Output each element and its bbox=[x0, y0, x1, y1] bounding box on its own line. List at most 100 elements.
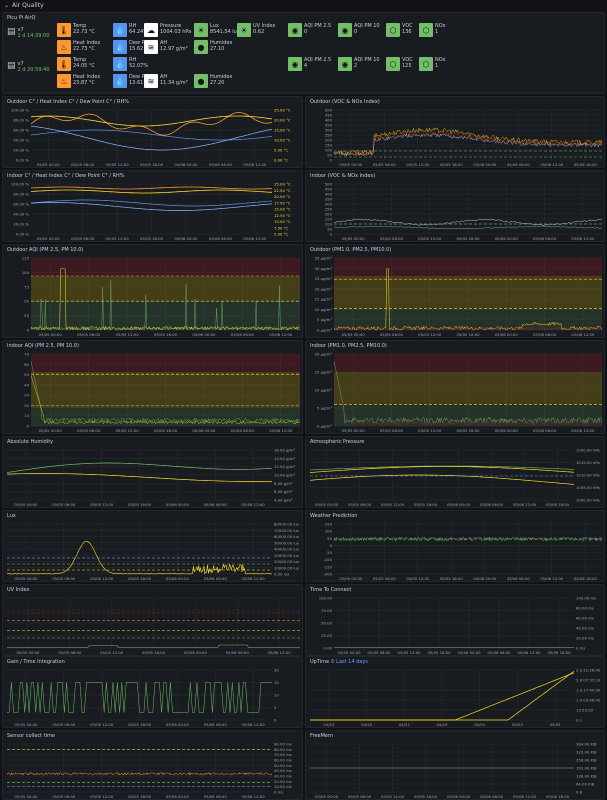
panel-indoor-c-heat-index-c-dew-point-c-rh[interactable]: Indoor C° / Heat Index C° / Dew Point C°… bbox=[2, 170, 303, 242]
time-range-label[interactable]: ⏱ Last 14 days bbox=[329, 659, 368, 665]
chart-plot[interactable]: 70 60 50 40 30 20 10 0 05/05 00:00 05/05 06:00 05/… bbox=[3, 351, 303, 434]
panel-indoor-aqi-pm-2-5-pm-10-0[interactable]: Indoor AQI (PM 2.5, PM 10.0) 70 60 50 40 30 20… bbox=[2, 340, 303, 434]
x-tick-label: 05/05 06:00 bbox=[373, 576, 397, 581]
x-tick-label: 05/06 00:00 bbox=[473, 162, 497, 167]
chart-plot[interactable]: 35 µg/m³ 30 µg/m³ 25 µg/m³ 20 µg/m³ 15 µg/m³… bbox=[306, 255, 605, 338]
chart-plot[interactable]: 16.00 g/m³ 14.00 g/m³ 12.00 g/m³ 10.00 g/m³… bbox=[3, 447, 303, 508]
y-tick-label: 100.00 ms bbox=[576, 596, 596, 601]
chart-plot[interactable]: 100.00 75.00 50.00 25.00 0.00 100.00 ms 80.00 … bbox=[306, 595, 605, 656]
dew-icon: 💧 bbox=[113, 40, 127, 54]
stat-value: 11.34 g/m³ bbox=[160, 80, 188, 86]
panel-atmospheric-pressure[interactable]: Atmospheric Pressure 1020.00 hPa 1015.00 h… bbox=[305, 436, 605, 508]
x-tick-label: 05/05 06:00 bbox=[373, 162, 397, 167]
chart-plot[interactable]: 384.00 KiB 320.00 KiB 256.00 KiB 192.00 KiB… bbox=[306, 741, 605, 800]
device-info: ▤ v7 2 d 20:59:40 bbox=[7, 61, 50, 73]
x-tick-label: 05/06 12:00 bbox=[242, 576, 266, 581]
series-line bbox=[6, 462, 273, 473]
y-tick-label: 1 d 03:46:40 bbox=[576, 698, 601, 703]
stat-rh: 💧 RH 64.24% bbox=[113, 23, 148, 37]
y-tick-label: 0 µg/m³ bbox=[317, 424, 332, 429]
series-group bbox=[333, 354, 603, 426]
x-tick-label: 05/06 06:00 bbox=[487, 650, 511, 655]
y-tick-label: 0 s bbox=[576, 718, 582, 723]
y-tick-label: 0 bbox=[274, 718, 277, 723]
y-tick-label: 100.00 bbox=[319, 596, 333, 601]
y-tick-label: 50 bbox=[327, 227, 332, 232]
series-group bbox=[6, 540, 272, 575]
stat-value: 27.10 bbox=[210, 46, 225, 52]
chart-plot[interactable]: 2 d 21:26:40 2 d 07:33:20 1 d 17:40:00 1 d … bbox=[306, 667, 605, 728]
x-tick-label: 05/06 12:00 bbox=[513, 502, 537, 507]
panel-uptime[interactable]: UpTime ⏱ Last 14 days 2 d 21:26:40 2 d 07:… bbox=[305, 656, 605, 728]
chart-plot[interactable]: 100.00 % 80.00 % 60.00 % 40.00 % 20.00 % 0.00… bbox=[3, 181, 303, 242]
panel-outdoor-pm1-0-pm2-5-pm10-0[interactable]: Outdoor (PM1.0, PM2.5, PM10.0) 35 µg/m³ 30… bbox=[305, 244, 605, 338]
x-tick-label: 05/05 12:00 bbox=[116, 332, 140, 337]
panel-gain-time-integration[interactable]: Gain / Time Integration 20 15 10 5 0 05/05 00:… bbox=[2, 656, 303, 728]
panel-sensor-collect-time[interactable]: Sensor collect time 90.00 ms 80.00 ms 70.00… bbox=[2, 730, 303, 800]
device-info: ▤ v7 1 d 14:39:00 bbox=[7, 27, 50, 39]
y-tick-label: 25.00 bbox=[321, 633, 332, 638]
y-tick-label: 100 bbox=[325, 222, 333, 227]
stat-label: AH bbox=[160, 74, 168, 80]
y-tick-label: 200 bbox=[325, 138, 333, 143]
y-tick-label: -50 bbox=[326, 550, 333, 555]
x-tick-label: 05/05 00:00 bbox=[342, 332, 366, 337]
panel-indoor-pm1-0-pm2-5-pm10-0[interactable]: Indoor (PM1.0, PM2.5, PM10.0) 20 µg/m³ 15 … bbox=[305, 340, 605, 434]
x-tick-label: 05/06 06:00 bbox=[507, 576, 531, 581]
panel-time-to-connect[interactable]: Time To Connect 100.00 75.00 50.00 25.00 0.00… bbox=[305, 584, 605, 656]
panel-indoor-voc-nox-index[interactable]: Indoor (VOC & NOx Index) 500 450 400 350 300 2… bbox=[305, 170, 605, 242]
x-tick-label: 05/05 12:00 bbox=[106, 162, 130, 167]
device-icon: ▤ bbox=[7, 61, 16, 71]
y-tick-label: 15.00 °C bbox=[274, 128, 291, 133]
chart-plot[interactable]: 1020.00 hPa 1015.00 hPa 1010.00 hPa 1005.00… bbox=[306, 447, 605, 508]
x-tick-label: 05/06 12:00 bbox=[269, 428, 293, 433]
panel-title: Picu Pi AirQ bbox=[7, 15, 36, 21]
panel-title: Sensor collect time bbox=[7, 733, 55, 739]
x-tick-label: 05/05 18:00 bbox=[456, 428, 480, 433]
y-tick-label: 400 bbox=[325, 118, 333, 123]
row-header[interactable]: ⌄ Air Quality bbox=[0, 0, 607, 11]
voc-icon: ⬡ bbox=[386, 23, 400, 37]
x-tick-label: 05/06 18:00 bbox=[574, 576, 598, 581]
y-tick-label: 40 bbox=[24, 382, 29, 387]
heat-icon: ♨ bbox=[57, 74, 71, 88]
y-tick-label: 20.00 % bbox=[13, 148, 29, 153]
chart-plot[interactable]: 20 15 10 5 0 05/05 00:00 05/05 06:00 05/05 12:0… bbox=[3, 667, 303, 728]
chart-plot[interactable]: 05/05 00:00 05/05 06:00 05/05 12:00 05/05 1… bbox=[3, 595, 303, 656]
chart-plot[interactable]: 125 100 75 50 25 0 05/05 00:00 05/05 06:00 05/05… bbox=[3, 255, 303, 338]
panel-outdoor-voc-nox-index[interactable]: Outdoor (VOC & NOx Index) 500 450 400 350 300… bbox=[305, 96, 605, 168]
x-tick-label: 05/05 06:00 bbox=[380, 332, 404, 337]
x-tick-label: 05/05 12:00 bbox=[418, 428, 442, 433]
y-tick-label: 80000.00 lux bbox=[274, 522, 300, 527]
y-tick-label: 25 µg/m³ bbox=[315, 276, 333, 281]
y-tick-label: 14.00 g/m³ bbox=[274, 456, 295, 461]
panel-uv-index[interactable]: UV Index 05/05 00:00 05/05 06:00 05/05 12:0… bbox=[2, 584, 303, 656]
threshold-band bbox=[31, 276, 300, 302]
panel-weather-prediction[interactable]: Weather Prediction 150 100 50 0 -50 -100 -150 -2… bbox=[305, 510, 605, 582]
x-tick-label: 05/06 12:00 bbox=[517, 650, 541, 655]
chevron-down-icon[interactable]: ⌄ bbox=[4, 2, 10, 9]
x-tick-label: 05/06 00:00 bbox=[447, 794, 471, 799]
panel-freemem[interactable]: FreeMem 384.00 KiB 320.00 KiB 256.00 KiB 192… bbox=[305, 730, 605, 800]
x-tick-label: 05/06 00:00 bbox=[174, 162, 198, 167]
x-tick-label: 05/06 12:00 bbox=[540, 162, 564, 167]
chart-plot[interactable]: 20 µg/m³ 15 µg/m³ 10 µg/m³ 5 µg/m³ 0 µg/m³ 05… bbox=[306, 351, 605, 434]
stat-rh: 💧 RH 52.07% bbox=[113, 57, 148, 71]
x-tick-label: 05/05 00:00 bbox=[39, 332, 63, 337]
y-tick-label: 90.00 ms bbox=[274, 742, 292, 747]
y-tick-label: 450 bbox=[325, 113, 333, 118]
panel-absolute-humidity[interactable]: Absolute Humidity 16.00 g/m³ 14.00 g/m³ 12.… bbox=[2, 436, 303, 508]
series-group bbox=[333, 218, 602, 230]
panel-outdoor-c-heat-index-c-dew-point-c-rh[interactable]: Outdoor C° / Heat Index C° / Dew Point C… bbox=[2, 96, 303, 168]
y-tick-label: 0.00 % bbox=[16, 158, 30, 163]
x-tick-label: 05/06 06:00 bbox=[204, 502, 228, 507]
chart-plot[interactable]: 100.00 % 80.00 % 60.00 % 40.00 % 20.00 % 0.00… bbox=[3, 107, 303, 168]
chart-plot[interactable]: 150 100 50 0 -50 -100 -150 -200 05/05 00:00 05/05… bbox=[306, 521, 605, 582]
panel-lux[interactable]: Lux 80000.00 lux 70000.00 lux 60000.00 lux 5… bbox=[2, 510, 303, 582]
panel-outdoor-aqi-pm-2-5-pm-10-0[interactable]: Outdoor AQI (PM 2.5, PM 10.0) 125 100 75 50 2… bbox=[2, 244, 303, 338]
stat-label: VOC bbox=[402, 57, 413, 63]
